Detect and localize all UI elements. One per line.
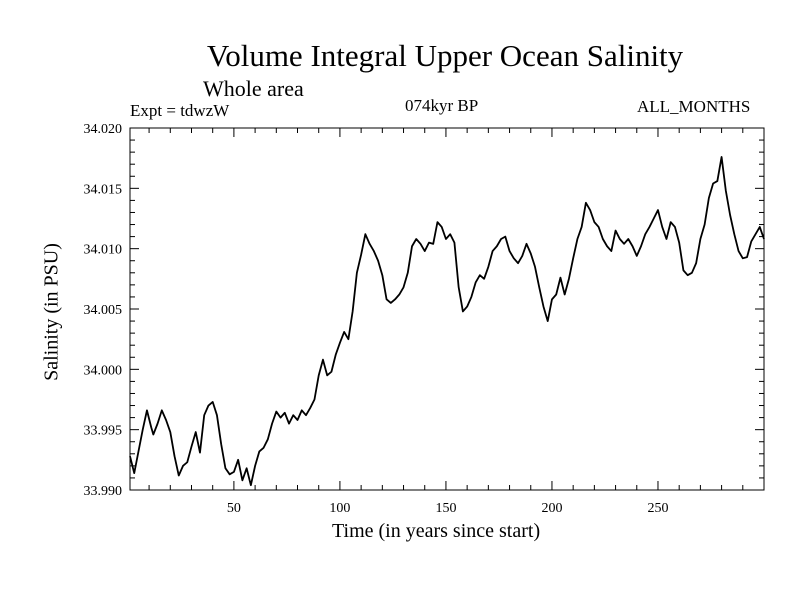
experiment-label: Expt = tdwzW (130, 101, 230, 120)
x-tick-label: 150 (435, 501, 456, 516)
y-tick-label: 34.000 (84, 363, 123, 378)
x-tick-label: 50 (227, 501, 241, 516)
plot-frame (129, 127, 765, 491)
x-tick-label: 100 (329, 501, 350, 516)
axis-tick-labels: 50 100 150 200 250 33.990 33.995 34.000 34.005 34… (84, 122, 669, 516)
chart-title: Volume Integral Upper Ocean Salinity (206, 38, 684, 73)
y-tick-label: 34.020 (84, 122, 123, 137)
y-tick-label: 34.010 (84, 243, 123, 258)
x-tick-label: 200 (541, 501, 562, 516)
months-label: ALL_MONTHS (637, 97, 751, 116)
y-tick-label: 34.015 (84, 182, 123, 197)
chart-subtitle: Whole area (203, 76, 304, 101)
x-axis-label: Time (in years since start) (332, 520, 541, 542)
x-tick-label: 250 (647, 501, 668, 516)
series-line-salinity (129, 156, 765, 487)
period-label: 074kyr BP (405, 96, 479, 115)
y-tick-label: 34.005 (84, 303, 123, 318)
axis-ticks (130, 128, 764, 490)
y-tick-label: 33.995 (84, 424, 123, 439)
y-tick-label: 33.990 (84, 484, 123, 499)
